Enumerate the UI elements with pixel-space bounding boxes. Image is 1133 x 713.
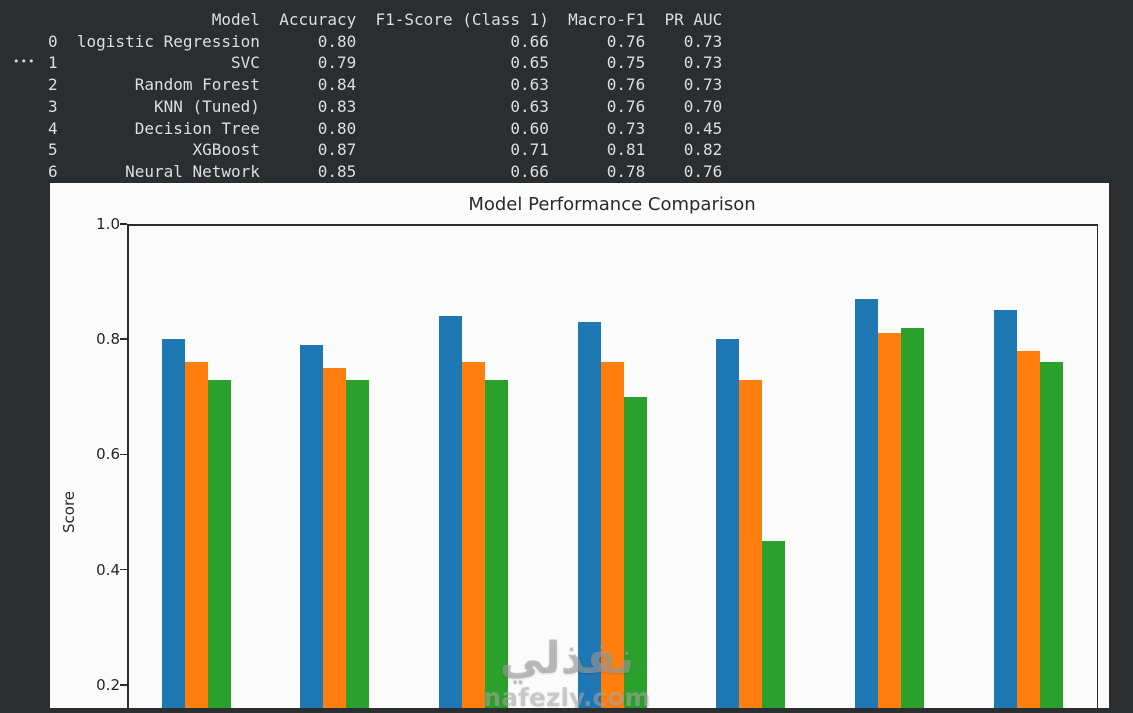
- bar-accuracy-knn-tuned: [577, 321, 601, 708]
- axis-spine-right: [1096, 224, 1098, 708]
- bar-macro-f1-decision-tree: [739, 379, 763, 708]
- bar-macro-f1-logistic-regression: [184, 362, 208, 708]
- axis-spine-left: [127, 224, 129, 708]
- bar-pr-auc-knn-tuned: [623, 396, 647, 708]
- y-tick-label: 0.8: [96, 330, 120, 349]
- bar-pr-auc-logistic-regression: [207, 379, 231, 708]
- bar-pr-auc-random-forest: [484, 379, 508, 708]
- bar-macro-f1-knn-tuned: [600, 362, 624, 708]
- bar-accuracy-svc: [300, 344, 324, 708]
- y-tick-mark: [120, 223, 127, 225]
- chart-title: Model Performance Comparison: [468, 194, 756, 215]
- bar-accuracy-random-forest: [438, 316, 462, 708]
- bar-macro-f1-svc: [323, 368, 347, 708]
- chart-figure: Model Performance Comparison Score 0.2 0.…: [50, 183, 1109, 708]
- dataframe-output-table: Model Accuracy F1-Score (Class 1) Macro-…: [48, 10, 723, 181]
- ellipsis-indicator[interactable]: •••: [13, 55, 36, 68]
- bar-macro-f1-xgboost: [878, 333, 901, 708]
- y-tick-mark: [120, 684, 127, 686]
- y-tick-mark: [120, 453, 127, 456]
- y-tick-label: 0.4: [96, 560, 120, 579]
- bar-pr-auc-svc: [346, 379, 370, 708]
- y-tick-mark: [120, 568, 127, 571]
- bar-macro-f1-neural-network: [1016, 350, 1040, 708]
- bar-accuracy-logistic-regression: [161, 339, 185, 708]
- y-tick-label: 1.0: [96, 215, 120, 233]
- bar-accuracy-decision-tree: [716, 339, 740, 708]
- bar-accuracy-xgboost: [855, 298, 878, 708]
- bar-accuracy-neural-network: [993, 310, 1017, 708]
- y-tick-mark: [120, 338, 127, 340]
- y-tick-label: 0.6: [96, 445, 120, 464]
- bar-macro-f1-random-forest: [461, 362, 485, 708]
- bar-pr-auc-decision-tree: [762, 540, 786, 708]
- y-axis-label: Score: [60, 490, 78, 534]
- y-tick-label: 0.2: [96, 675, 120, 694]
- bar-pr-auc-neural-network: [1039, 362, 1063, 708]
- bar-pr-auc-xgboost: [901, 327, 924, 708]
- axis-spine-top: [127, 224, 1098, 226]
